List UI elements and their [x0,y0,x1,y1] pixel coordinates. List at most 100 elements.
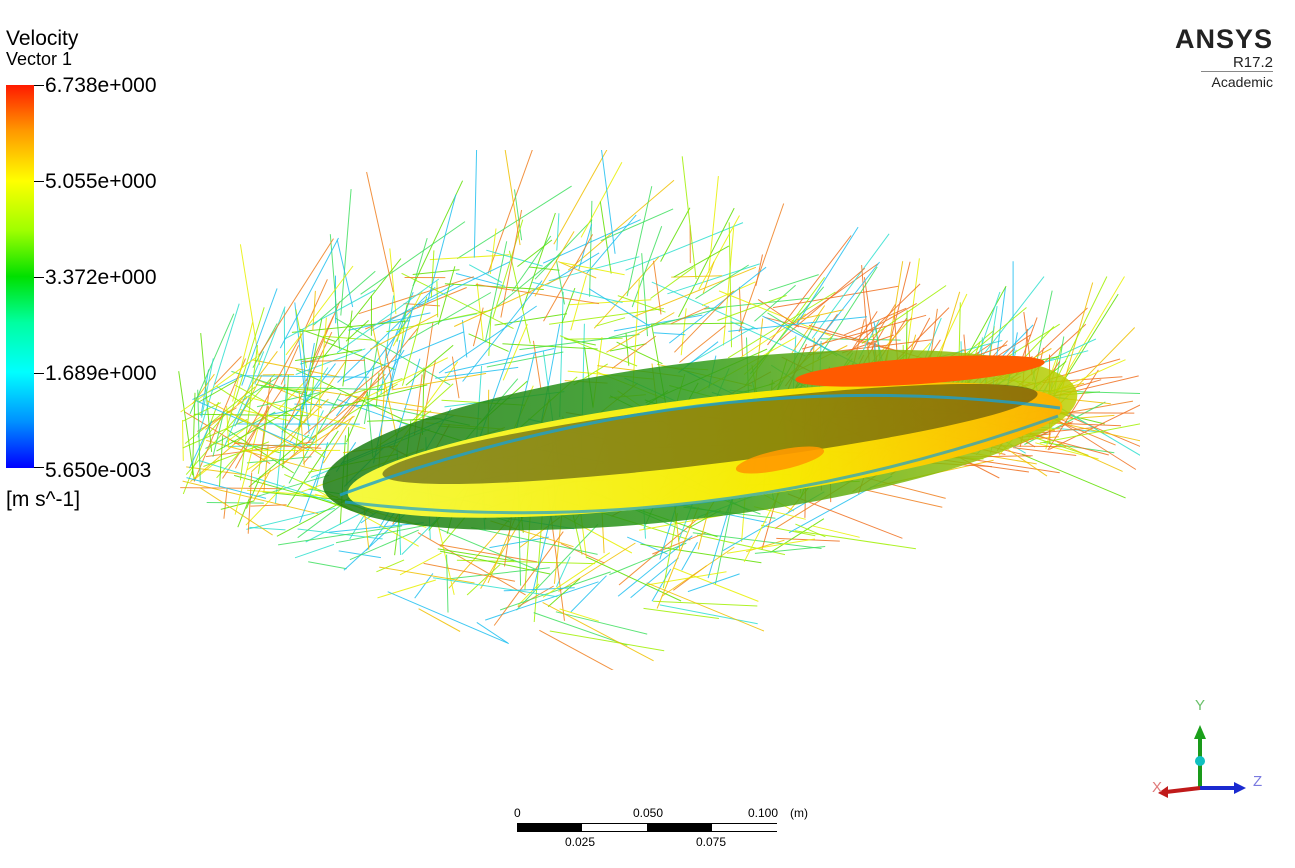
axis-triad[interactable]: Y Z X [1140,695,1270,805]
velocity-vector [797,309,844,321]
velocity-vector [617,295,666,313]
velocity-vector [328,522,424,533]
velocity-vector [285,265,354,356]
velocity-vector [589,200,593,297]
velocity-vector [186,477,267,499]
velocity-vector [651,568,672,602]
velocity-vector [679,325,726,363]
legend-tick-mark [34,85,44,86]
velocity-vector [377,579,436,599]
velocity-vector [295,349,363,362]
velocity-vector [260,386,385,390]
velocity-vector [246,443,287,471]
velocity-vector [246,507,336,530]
velocity-vector [439,550,551,575]
velocity-vector [625,332,630,366]
velocity-vector [387,306,414,399]
ansys-logo: ANSYS [1174,24,1273,54]
velocity-vector [363,355,374,457]
velocity-vector [197,303,240,438]
velocity-vector [447,567,550,580]
velocity-vector [310,383,398,439]
vector-plot-viewport[interactable] [0,150,1140,670]
velocity-vector [254,306,286,385]
velocity-vector [429,254,510,261]
velocity-vector [226,307,265,428]
velocity-vector [616,341,663,365]
velocity-vector [722,227,735,346]
velocity-vector [796,226,859,325]
velocity-vector [704,297,809,310]
velocity-vector [553,150,608,245]
velocity-vector [560,543,605,564]
velocity-vector [288,392,342,484]
velocity-vector [489,228,497,275]
velocity-vector [332,384,428,409]
velocity-vector [251,398,329,473]
velocity-vector [791,305,826,354]
velocity-vector [427,194,457,303]
velocity-vector [223,351,265,448]
velocity-vector [547,578,581,608]
velocity-vector [817,266,878,360]
velocity-vector [241,288,278,386]
velocity-vector [488,312,492,356]
velocity-vector [608,306,726,339]
velocity-vector [301,359,366,362]
velocity-vector [438,305,537,374]
velocity-vector [343,331,464,382]
velocity-vector [728,222,732,348]
velocity-vector [611,335,656,369]
velocity-vector [560,261,625,276]
velocity-vector [640,543,762,564]
velocity-vector [646,582,765,632]
velocity-vector [212,411,225,457]
velocity-vector [436,281,439,318]
velocity-vector [433,577,558,598]
velocity-vector [237,498,250,528]
velocity-vector [205,411,276,449]
velocity-vector [617,535,693,597]
velocity-vector [754,284,796,322]
velocity-vector [226,406,230,449]
velocity-vector [396,237,428,342]
velocity-vector [609,542,687,576]
velocity-vector [453,276,562,327]
velocity-vector [502,324,528,381]
velocity-vector [282,374,289,469]
velocity-vector [514,189,523,241]
velocity-vector [269,407,305,416]
velocity-vector [405,344,454,386]
velocity-vector [472,307,484,347]
velocity-vector [416,261,511,308]
triad-graphic [1158,725,1246,798]
scale-segment [712,823,777,832]
velocity-vector [196,407,237,432]
velocity-vector [651,281,758,330]
velocity-vector [379,566,475,584]
velocity-vector [580,161,623,238]
velocity-vector [468,333,509,352]
velocity-vector [556,556,571,588]
velocity-vector [861,285,947,344]
velocity-vector [696,534,786,556]
velocity-vector [533,612,628,646]
velocity-vector [345,320,369,342]
velocity-vector [315,317,327,450]
velocity-vector [284,289,376,340]
velocity-vector [456,559,596,565]
velocity-vector [246,333,303,435]
velocity-vector [268,421,315,441]
velocity-vector [311,316,334,364]
velocity-vector [588,288,650,327]
velocity-vector [702,261,715,294]
velocity-vector [667,263,760,295]
velocity-vector [309,378,315,416]
velocity-vector [561,287,576,324]
velocity-vector [609,343,647,352]
velocity-vector [197,389,201,483]
velocity-vector [295,309,307,368]
velocity-vector [280,345,300,385]
velocity-vector [1057,441,1123,472]
velocity-vector [198,379,238,403]
